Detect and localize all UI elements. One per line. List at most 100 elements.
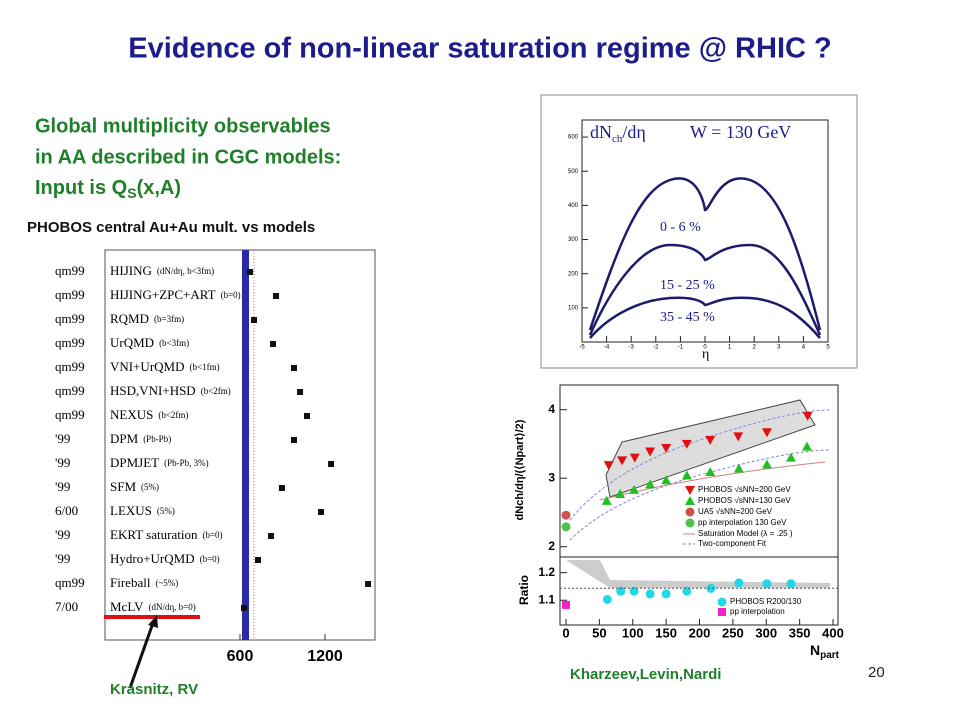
triangle <box>645 479 656 489</box>
marker <box>328 461 335 467</box>
era: '99 <box>55 455 70 470</box>
triangle <box>661 444 672 454</box>
dot <box>685 507 695 517</box>
ratio-band <box>566 560 830 588</box>
x-label: Npart <box>810 642 840 661</box>
square <box>718 608 726 616</box>
model-label: RQMD (b=3fm) <box>110 311 184 326</box>
triangle <box>629 453 640 463</box>
triangle <box>661 475 672 485</box>
triangle <box>801 441 812 451</box>
eta-heading: dNch/dη <box>590 122 646 144</box>
dot <box>561 522 571 532</box>
label: /dη <box>622 122 645 142</box>
y-tick-label: 400 <box>568 203 579 209</box>
model-label: Hydro+UrQMD (b=0) <box>110 551 220 566</box>
triangle <box>685 486 695 495</box>
x-tick-label: 600 <box>227 648 254 665</box>
x-tick-label: 150 <box>655 625 677 640</box>
page-number: 20 <box>868 664 885 681</box>
fit-curve <box>588 177 822 331</box>
saturation-line <box>599 461 826 501</box>
x-tick-label: 1200 <box>307 648 343 665</box>
marker <box>247 269 254 275</box>
x-label: η <box>702 347 709 362</box>
legend-label: PHOBOS √sNN=130 GeV <box>698 496 791 505</box>
marker <box>278 485 285 491</box>
model-note: (5%) <box>141 482 159 492</box>
y-label: dNch/dη/(⟨Npart⟩/2) <box>514 419 526 520</box>
model-note: (b=3fm) <box>154 314 184 324</box>
legend-label: pp interpolation 130 GeV <box>698 518 787 527</box>
x-tick-label: 2 <box>753 345 757 351</box>
marker <box>290 437 297 443</box>
model-name: UrQMD <box>110 335 154 350</box>
triangle <box>601 495 612 505</box>
legend-label: PHOBOS R200/130 <box>730 597 802 606</box>
dot <box>561 510 571 520</box>
y-tick-label: 1.1 <box>538 592 555 606</box>
era: qm99 <box>55 407 85 422</box>
intro-text: (x,A) <box>137 177 181 199</box>
model-label: EKRT saturation (b=0) <box>110 527 223 542</box>
y-tick-label: 600 <box>568 135 579 141</box>
x-tick-label: 0 <box>562 625 569 640</box>
era: qm99 <box>55 263 85 278</box>
marker <box>268 533 275 539</box>
model-name: HIJING <box>110 263 152 278</box>
legend-label: pp interpolation <box>730 607 785 616</box>
model-label: DPM (Pb-Pb) <box>110 431 171 446</box>
eta-plot: dNch/dη W = 130 GeV 0 - 6 % 15 - 25 % 35 - 4… <box>568 122 830 362</box>
model-label: HIJING+ZPC+ART (b=0) <box>110 287 241 302</box>
dot <box>734 578 744 588</box>
model-note: (b<1fm) <box>190 362 220 372</box>
model-label: Fireball (~5%) <box>110 575 178 590</box>
model-note: (b<2fm) <box>158 410 188 420</box>
era: '99 <box>55 527 70 542</box>
triangle <box>603 461 614 471</box>
fit-curve <box>589 296 821 339</box>
legend-label: PHOBOS √sNN=200 GeV <box>698 485 791 494</box>
left-caption: PHOBOS central Au+Au mult. vs models <box>27 219 315 236</box>
model-list: qm99 HIJING (dN/dη, b<3fm) qm99 HIJING+ZPC+A… <box>55 263 372 665</box>
era: qm99 <box>55 311 85 326</box>
marker <box>251 317 258 323</box>
triangle <box>761 428 772 438</box>
fit-line <box>569 409 831 521</box>
model-name: EKRT saturation <box>110 527 198 542</box>
label: dN <box>590 122 612 142</box>
dot <box>645 589 655 599</box>
npart-plot: PHOBOS √sNN=200 GeV PHOBOS √sNN=130 GeV UA… <box>514 402 844 661</box>
era: 6/00 <box>55 503 78 518</box>
triangle <box>615 488 626 498</box>
model-name: DPM <box>110 431 139 446</box>
x-label-main: N <box>810 642 820 658</box>
model-label: McLV (dN/dη, b=0) <box>110 599 196 614</box>
band-label: 0 - 6 % <box>660 220 701 235</box>
right-credit: Kharzeev,Levin,Nardi <box>570 666 721 683</box>
y-tick-label: 300 <box>568 237 579 243</box>
left-credit: Krasnitz, RV <box>110 681 198 698</box>
dot <box>661 589 671 599</box>
model-name: Fireball <box>110 575 151 590</box>
triangle <box>785 452 796 462</box>
triangle <box>733 463 744 473</box>
legend-label: Two-component Fit <box>698 539 767 548</box>
dot <box>786 579 796 589</box>
legend-label: UA5 √sNN=200 GeV <box>698 507 773 516</box>
x-tick-label: -3 <box>629 345 635 351</box>
y-tick-label: 200 <box>568 271 579 277</box>
model-note: (b=0) <box>221 290 241 300</box>
marker <box>270 341 277 347</box>
marker <box>297 389 304 395</box>
label-sub: ch <box>612 133 623 145</box>
model-name: NEXUS <box>110 407 153 422</box>
model-name: LEXUS <box>110 503 152 518</box>
triangle <box>629 484 640 494</box>
model-note: (Pb-Pb, 3%) <box>164 458 209 468</box>
arrow-head <box>148 615 158 628</box>
x-tick-label: 1 <box>728 345 732 351</box>
era: qm99 <box>55 575 85 590</box>
x-tick-label: 250 <box>722 625 744 640</box>
fit-line <box>569 449 831 541</box>
